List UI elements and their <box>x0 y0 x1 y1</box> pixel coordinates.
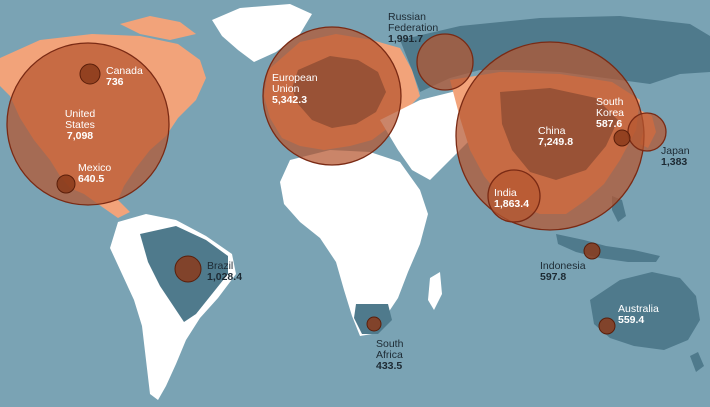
label-china: China 7,249.8 <box>538 126 573 148</box>
label-value: 587.6 <box>596 118 623 130</box>
label-australia: Australia 559.4 <box>618 304 659 326</box>
land-madagascar <box>428 272 442 310</box>
label-south-africa: South Africa 433.5 <box>376 339 416 372</box>
label-value: 1,991.7 <box>388 33 424 45</box>
label-name: European Union <box>272 72 318 95</box>
label-value: 1,028.4 <box>207 271 243 283</box>
bubbles <box>6 26 667 231</box>
land-arctic-islands <box>120 16 196 40</box>
label-value: 7,098 <box>66 130 94 142</box>
bubble-india[interactable] <box>487 169 541 223</box>
dot-canada[interactable] <box>79 63 101 85</box>
dot-south-africa[interactable] <box>366 316 382 332</box>
label-name: China <box>538 125 566 137</box>
land-middle-east <box>380 90 480 180</box>
land-greenland <box>212 4 312 62</box>
label-indonesia: Indonesia 597.8 <box>540 261 586 283</box>
label-name: Canada <box>106 65 143 77</box>
label-name: Australia <box>618 303 659 315</box>
label-name: United States <box>64 108 96 131</box>
label-value: 736 <box>106 76 124 88</box>
label-value: 559.4 <box>618 314 645 326</box>
label-india: India 1,863.4 <box>494 188 529 210</box>
dot-mexico[interactable] <box>56 174 76 194</box>
bubble-united-states[interactable] <box>6 42 170 206</box>
label-value: 5,342.3 <box>272 94 308 106</box>
dot-south-korea[interactable] <box>613 129 631 147</box>
bubble-russia[interactable] <box>416 33 474 91</box>
label-united-states: United States 7,098 <box>55 109 105 142</box>
label-name: South Korea <box>596 96 625 119</box>
label-japan: Japan 1,383 <box>661 146 690 168</box>
label-european-union: European Union 5,342.3 <box>272 73 334 106</box>
label-name: Russian Federation <box>388 11 439 34</box>
label-name: Brazil <box>207 260 234 272</box>
label-value: 1,383 <box>661 156 688 168</box>
label-south-korea: South Korea 587.6 <box>596 97 630 130</box>
dots <box>56 63 631 335</box>
label-canada: Canada 736 <box>106 66 143 88</box>
label-name: Mexico <box>78 162 112 174</box>
label-name: Japan <box>661 145 690 157</box>
label-brazil: Brazil 1,028.4 <box>207 261 242 283</box>
dot-indonesia[interactable] <box>583 242 601 260</box>
dot-brazil[interactable] <box>174 255 202 283</box>
land-new-zealand <box>690 352 704 372</box>
label-mexico: Mexico 640.5 <box>78 163 111 185</box>
label-russian-federation: Russian Federation 1,991.7 <box>388 12 458 45</box>
label-name: South Africa <box>376 338 404 361</box>
label-name: India <box>494 187 517 199</box>
label-value: 640.5 <box>78 173 105 185</box>
land-indonesia <box>556 234 660 262</box>
land-africa <box>280 150 428 336</box>
label-value: 1,863.4 <box>494 198 530 210</box>
label-value: 7,249.8 <box>538 136 574 148</box>
label-name: Indonesia <box>540 260 586 272</box>
label-value: 597.8 <box>540 271 567 283</box>
bubble-european-union[interactable] <box>262 26 402 166</box>
land-australia <box>590 272 700 350</box>
label-value: 433.5 <box>376 360 403 372</box>
dot-australia[interactable] <box>598 317 616 335</box>
